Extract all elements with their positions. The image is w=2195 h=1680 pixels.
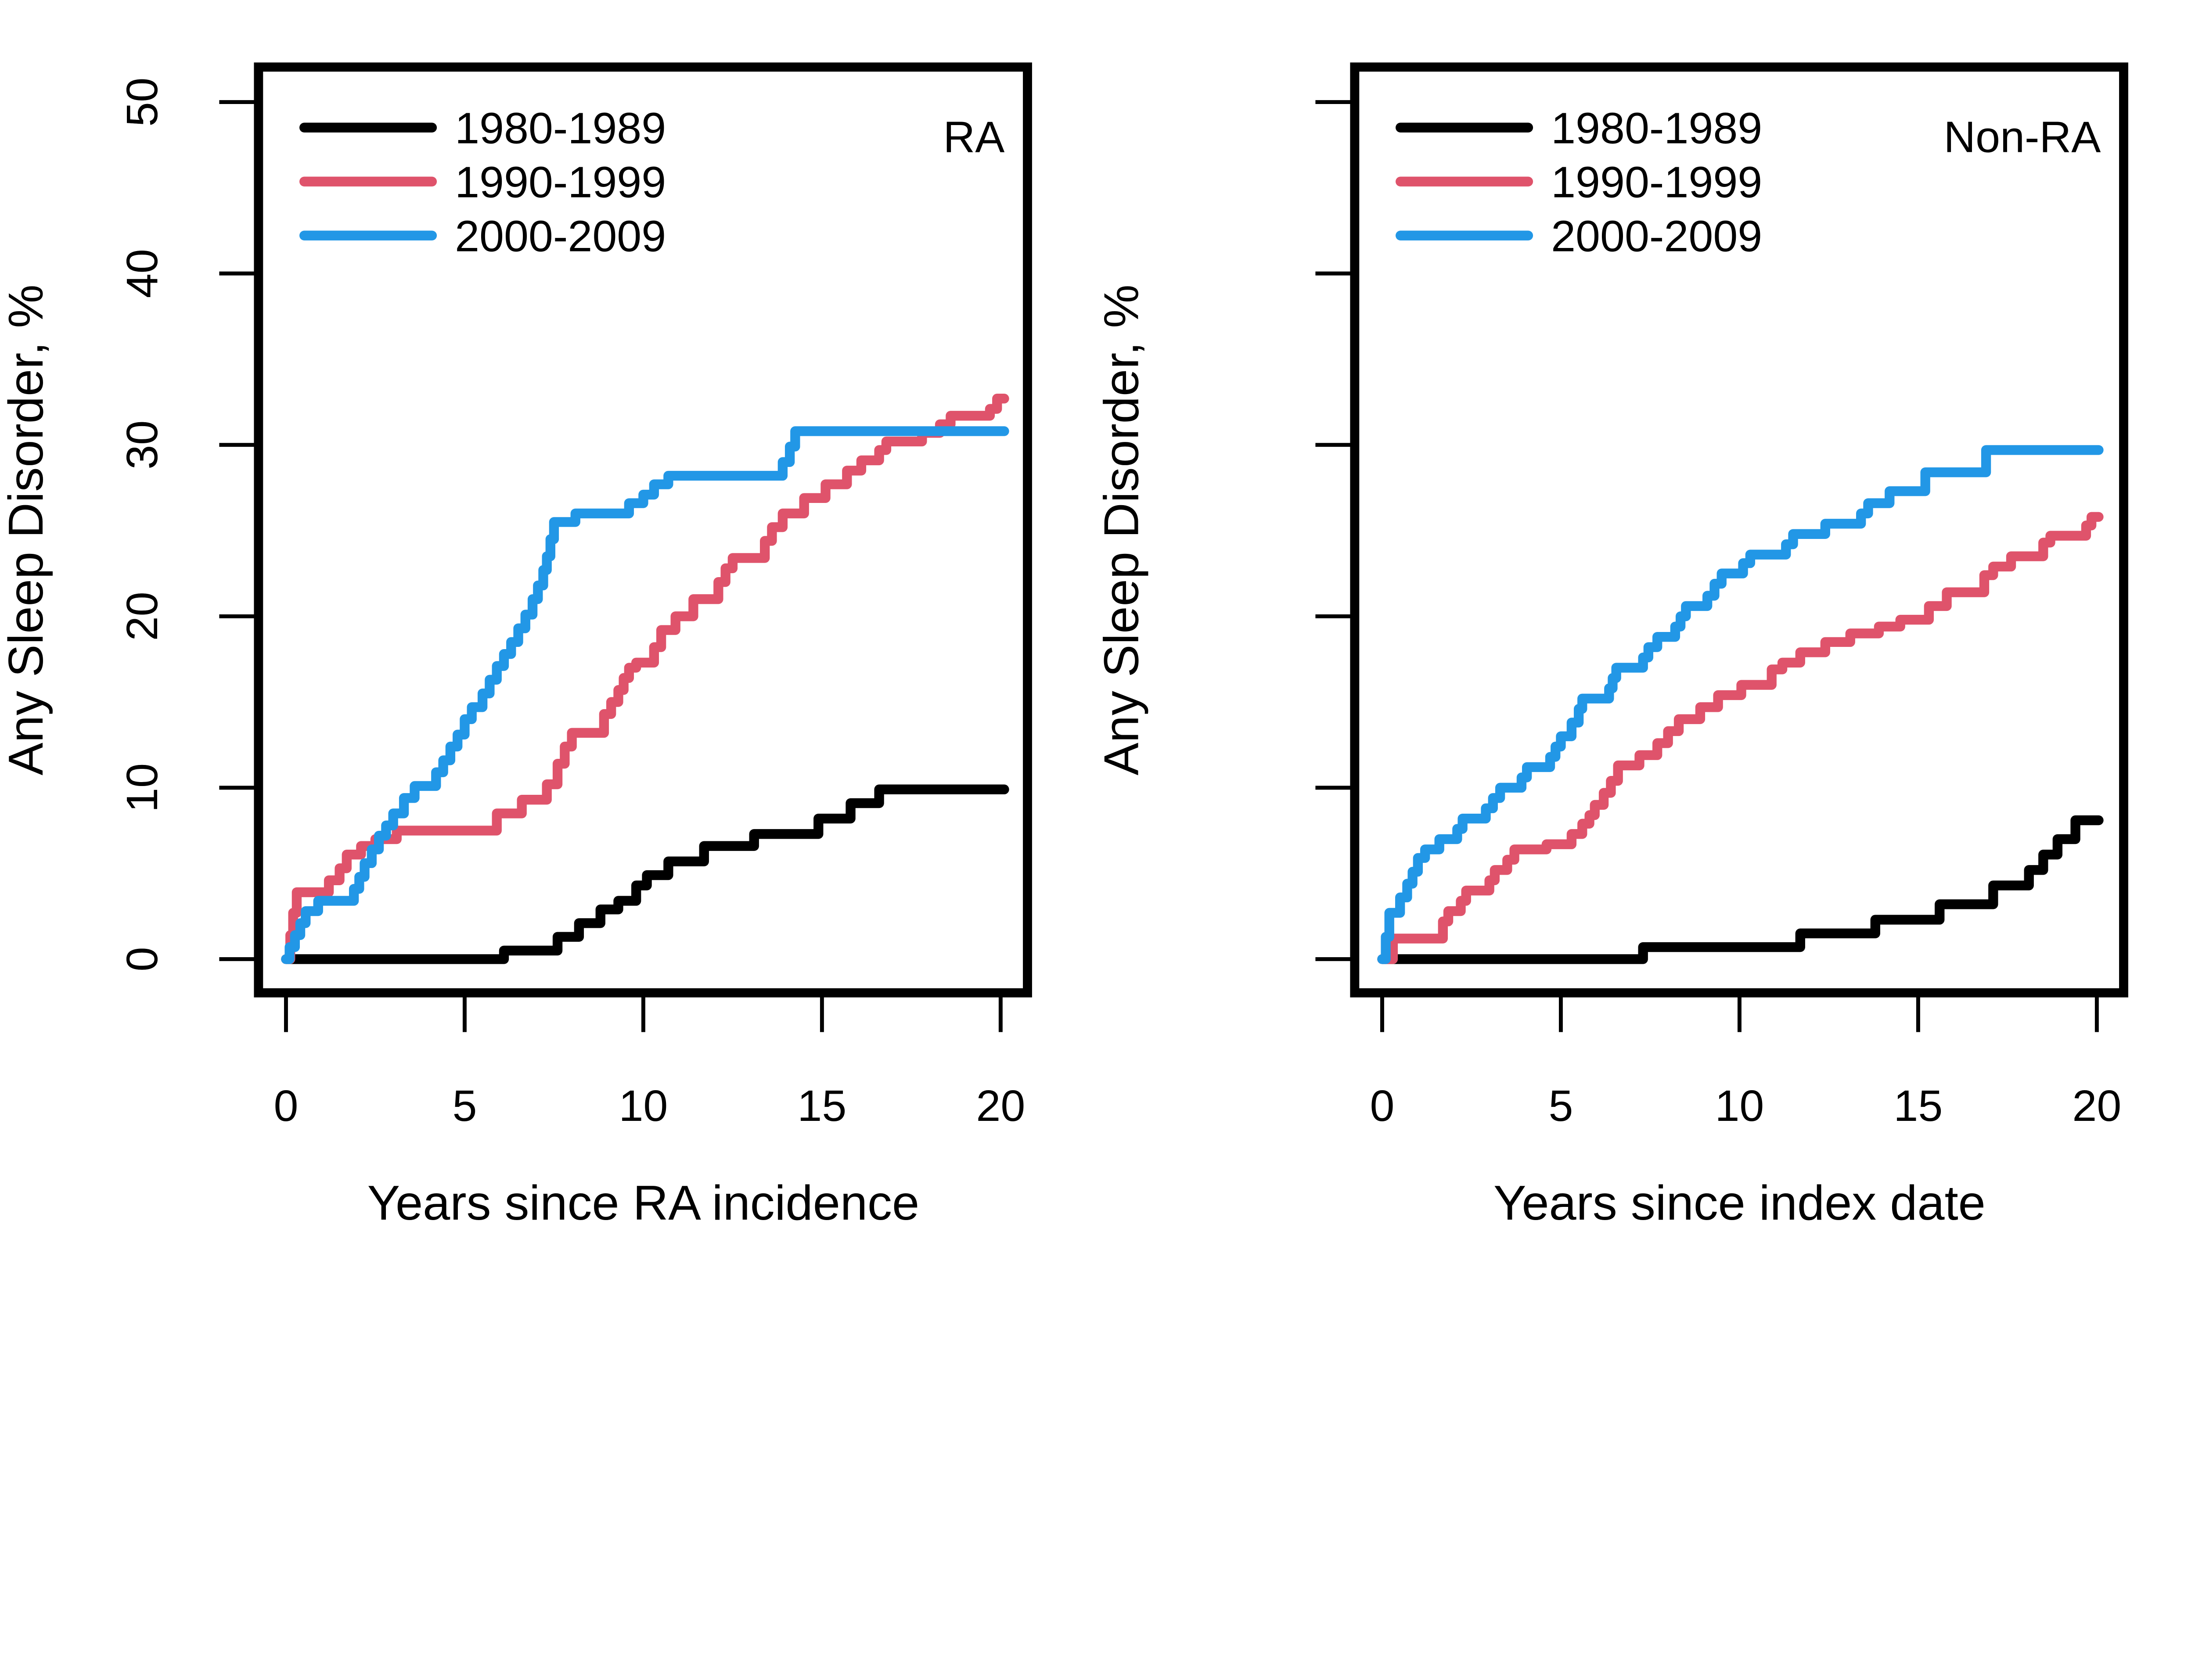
panel-ra: 0 5 10 15 20 0 10 20 30 40 50 Years since RA incide… <box>0 62 1032 1230</box>
curve-1980-1989-non-ra <box>1377 815 2104 964</box>
plot-box <box>254 62 1032 998</box>
x-tick-label: 20 <box>2072 1081 2121 1131</box>
y-tick-label: 20 <box>118 592 167 641</box>
x-tick-label: 15 <box>797 1081 846 1131</box>
y-tick-label: 0 <box>118 947 167 971</box>
y-tick-label: 40 <box>118 249 167 298</box>
y-tick-label: 50 <box>118 78 167 127</box>
y-tick-label: 30 <box>118 420 167 470</box>
panel-label: RA <box>943 113 1005 162</box>
x-tick-label: 0 <box>273 1081 298 1131</box>
y-tick-label: 40 <box>118 249 167 298</box>
curve-1990-1999-non-ra <box>1377 512 2104 964</box>
legend-label: 1990-1999 <box>455 158 666 207</box>
y-axis-title: Any Sleep Disorder, % <box>0 284 53 775</box>
panel-label: Non-RA <box>1943 113 2101 162</box>
y-tick-label: 10 <box>118 763 167 812</box>
x-tick-label: 10 <box>619 1081 668 1131</box>
legend-label: 1980-1989 <box>455 104 666 153</box>
curve-1980-1989-ra <box>281 784 1009 964</box>
x-axis-title: Years since index date <box>1493 1175 1986 1230</box>
plot-box <box>1350 62 2128 998</box>
curve-2000-2009-ra <box>281 426 1009 964</box>
curve-1990-1999-ra <box>281 394 1009 964</box>
x-tick-label: 20 <box>976 1081 1025 1131</box>
x-tick-label: 15 <box>1893 1081 1943 1131</box>
legend-label: 2000-2009 <box>455 212 666 261</box>
curve-2000-2009-non-ra <box>1377 445 2104 964</box>
y-tick-label: 0 <box>118 947 167 971</box>
x-tick-label: 5 <box>452 1081 477 1131</box>
y-tick-label: 20 <box>118 592 167 641</box>
x-tick-label: 0 <box>1370 1081 1394 1131</box>
legend-label: 1980-1989 <box>1551 104 1762 153</box>
x-tick-label: 10 <box>1715 1081 1764 1131</box>
x-axis-title: Years since RA incidence <box>367 1175 919 1230</box>
legend-label: 1990-1999 <box>1551 158 1762 207</box>
y-tick-label: 30 <box>118 420 167 470</box>
legend-label: 2000-2009 <box>1551 212 1762 261</box>
figure: 0 5 10 15 20 0 10 20 30 40 50 Years since RA incide… <box>0 62 2128 1231</box>
x-tick-label: 5 <box>1548 1081 1573 1131</box>
y-tick-label: 50 <box>118 78 167 127</box>
y-tick-label: 10 <box>118 763 167 812</box>
y-axis-title: Any Sleep Disorder, % <box>1094 284 1148 775</box>
